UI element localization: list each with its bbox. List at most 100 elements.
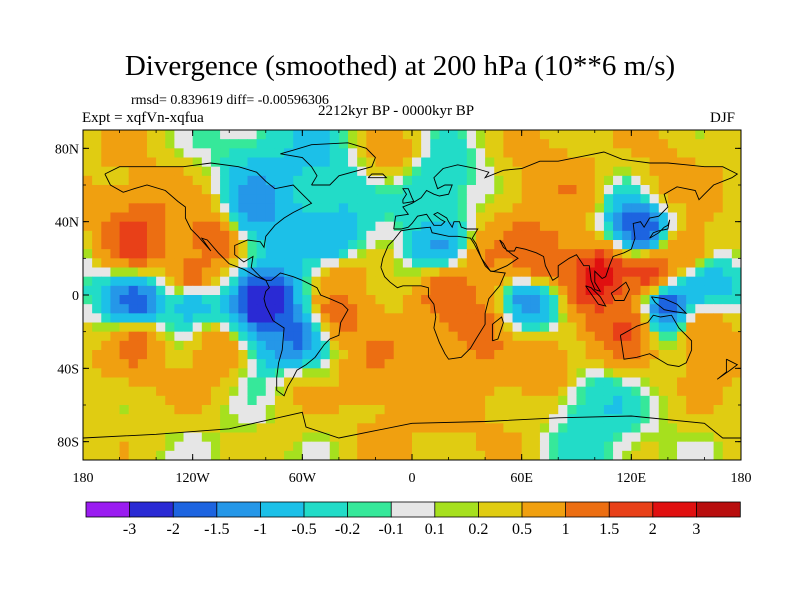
field-cell [539, 405, 550, 415]
field-cell [393, 395, 404, 406]
field-cell [229, 285, 239, 296]
field-cell [631, 194, 641, 204]
field-cell [320, 423, 331, 433]
field-cell [539, 166, 550, 177]
field-cell [146, 340, 157, 351]
field-cell [677, 377, 687, 388]
field-cell [558, 130, 568, 140]
field-cell [274, 175, 285, 186]
field-cell [585, 441, 596, 452]
field-cell [512, 331, 523, 342]
field-cell [92, 157, 102, 168]
field-cell [128, 230, 139, 241]
field-cell [430, 148, 440, 158]
field-cell [265, 276, 276, 287]
field-cell [375, 130, 385, 140]
field-cell [238, 441, 248, 452]
field-cell [658, 166, 669, 177]
field-cell [512, 359, 523, 369]
field-cell [201, 313, 212, 323]
field-cell [128, 267, 139, 278]
field-cell [713, 157, 724, 168]
field-cell [156, 395, 166, 406]
field-cell [302, 267, 312, 278]
field-cell [128, 240, 139, 250]
field-cell [238, 240, 248, 250]
field-cell [274, 386, 285, 397]
field-cell [713, 166, 724, 177]
field-cell [137, 249, 148, 259]
field-cell [430, 258, 440, 268]
field-cell [247, 441, 258, 452]
colorbar-swatch [477, 501, 523, 518]
field-cell [220, 331, 230, 342]
field-cell [83, 212, 93, 223]
field-cell [375, 258, 385, 268]
field-cell [128, 395, 139, 406]
field-cell [238, 157, 248, 168]
field-cell [247, 450, 258, 460]
field-cell [686, 322, 696, 333]
field-cell [613, 350, 623, 360]
field-cell [622, 175, 632, 186]
field-cell [421, 450, 431, 460]
field-cell [338, 304, 349, 314]
field-cell [384, 304, 395, 314]
field-cell [210, 304, 221, 314]
field-cell [101, 212, 111, 223]
field-cell [338, 395, 349, 406]
field-cell [220, 230, 230, 241]
field-cell [658, 313, 669, 323]
field-cell [338, 230, 349, 241]
colorbar-swatch [434, 501, 480, 518]
field-cell [174, 359, 184, 369]
field-cell [631, 175, 641, 186]
field-cell [247, 313, 258, 323]
field-cell [83, 185, 93, 195]
field-cell [110, 414, 120, 424]
field-cell [677, 322, 687, 333]
field-cell [576, 331, 587, 342]
field-cell [448, 230, 459, 241]
field-cell [110, 432, 120, 443]
field-cell [494, 313, 504, 323]
field-cell [338, 139, 349, 149]
field-cell [494, 276, 504, 287]
field-cell [640, 221, 651, 232]
field-cell [293, 175, 303, 186]
field-cell [704, 414, 714, 424]
field-cell [686, 368, 696, 378]
field-cell [585, 148, 596, 158]
field-cell [210, 185, 221, 195]
field-cell [146, 130, 157, 140]
field-cell [137, 276, 148, 287]
field-cell [677, 240, 687, 250]
field-cell [247, 322, 258, 333]
field-cell [640, 331, 651, 342]
field-cell [667, 405, 678, 415]
field-cell [183, 450, 194, 460]
field-cell [585, 276, 596, 287]
field-cell [649, 414, 660, 424]
field-cell [448, 386, 459, 397]
field-cell [284, 386, 294, 397]
field-cell [567, 313, 577, 323]
field-cell [530, 405, 541, 415]
field-cell [412, 130, 422, 140]
field-cell [558, 185, 568, 195]
field-cell [494, 175, 504, 186]
field-cell [412, 221, 422, 232]
field-cell [375, 295, 385, 305]
field-cell [603, 368, 614, 378]
colorbar-label: 3 [692, 521, 700, 538]
field-cell [183, 295, 194, 305]
field-cell [622, 185, 632, 195]
field-cell [622, 423, 632, 433]
field-cell [539, 322, 550, 333]
field-cell [201, 368, 212, 378]
field-cell [101, 139, 111, 149]
field-cell [539, 230, 550, 241]
field-cell [603, 441, 614, 452]
field-cell [667, 212, 678, 223]
field-cell [384, 185, 395, 195]
